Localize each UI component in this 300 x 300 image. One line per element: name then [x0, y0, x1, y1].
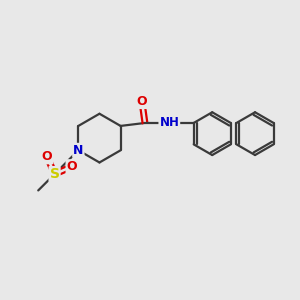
Text: NH: NH: [159, 116, 179, 130]
Text: O: O: [67, 160, 77, 173]
Text: O: O: [42, 150, 52, 163]
Text: S: S: [50, 167, 60, 181]
Text: N: N: [73, 144, 84, 157]
Text: O: O: [137, 95, 147, 108]
